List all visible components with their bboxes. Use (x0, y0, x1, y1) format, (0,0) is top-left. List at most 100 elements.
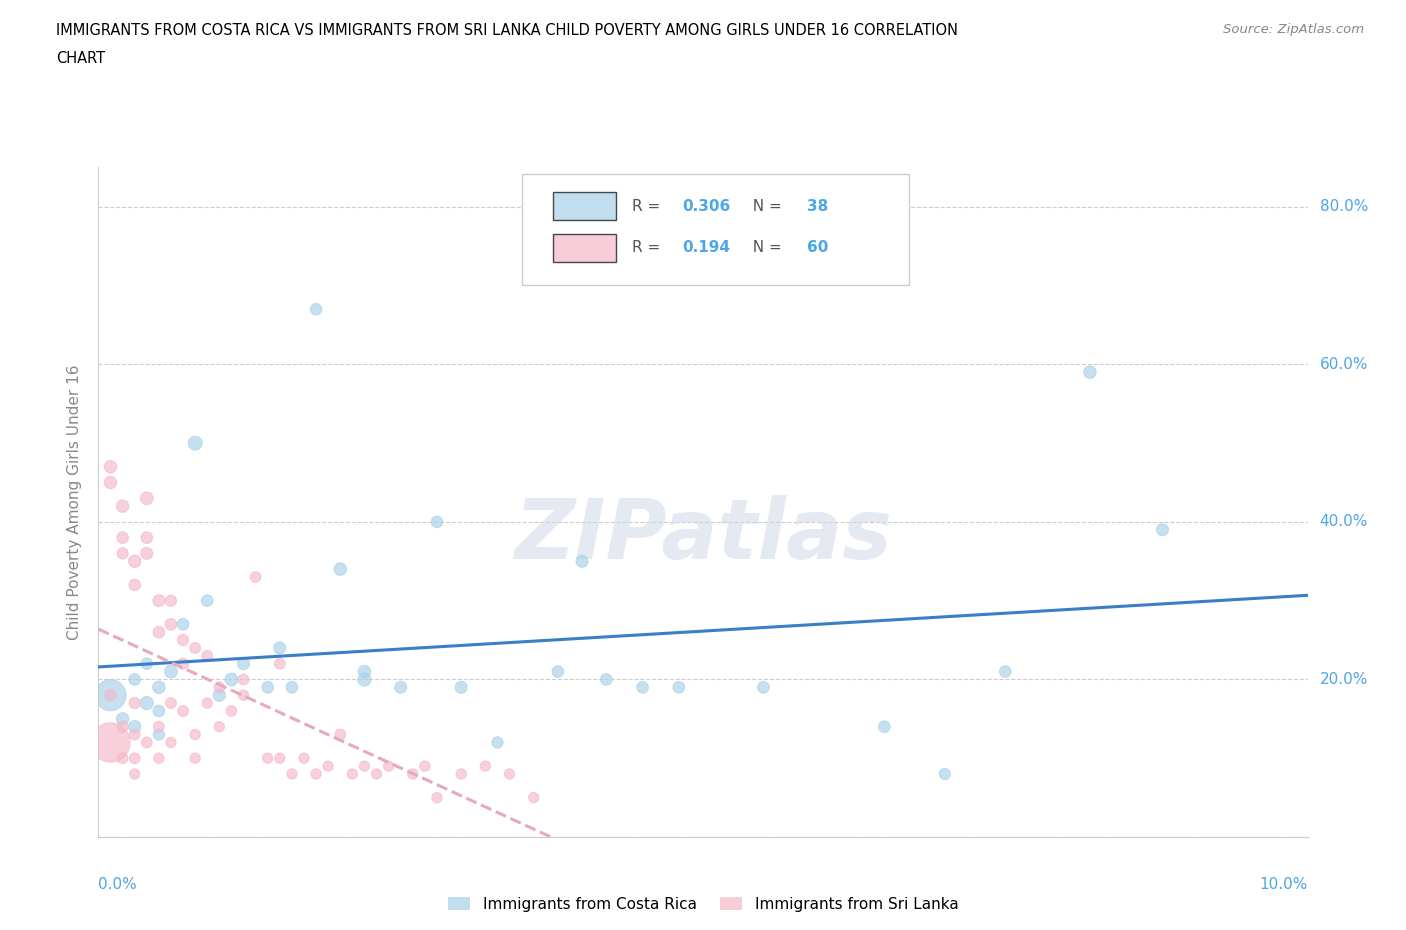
Point (498, 766, 520, 781)
Point (329, 727, 352, 742)
Text: 38: 38 (807, 199, 828, 214)
Point (148, 680, 170, 695)
Point (135, 546, 157, 561)
Point (474, 759, 496, 774)
Point (571, 554, 593, 569)
Point (281, 766, 304, 781)
Point (668, 680, 690, 695)
Point (148, 719, 170, 734)
Point (389, 680, 412, 695)
Text: N =: N = (742, 199, 786, 214)
Point (100, 688, 122, 703)
Text: IMMIGRANTS FROM COSTA RICA VS IMMIGRANTS FROM SRI LANKA CHILD POVERTY AMONG GIRL: IMMIGRANTS FROM COSTA RICA VS IMMIGRANTS… (56, 23, 959, 38)
Point (631, 680, 654, 695)
Point (100, 459, 122, 474)
Point (135, 696, 157, 711)
Point (353, 759, 375, 774)
Point (342, 766, 364, 781)
Text: 0.306: 0.306 (682, 199, 731, 214)
Point (111, 546, 134, 561)
Point (413, 759, 436, 774)
Point (148, 727, 170, 742)
Point (292, 751, 315, 765)
Point (547, 664, 569, 679)
Point (450, 766, 472, 781)
Text: 60.0%: 60.0% (1320, 357, 1368, 372)
Point (148, 625, 170, 640)
Text: 40.0%: 40.0% (1320, 514, 1368, 529)
Point (135, 735, 157, 750)
Point (232, 688, 254, 703)
Point (160, 735, 183, 750)
FancyBboxPatch shape (553, 233, 616, 262)
Point (184, 435, 207, 450)
Text: 60: 60 (807, 240, 828, 255)
Point (111, 530, 134, 545)
Point (305, 301, 328, 316)
Text: N =: N = (742, 240, 786, 255)
Point (184, 641, 207, 656)
Point (1078, 365, 1101, 379)
Point (245, 569, 267, 584)
Point (195, 648, 218, 663)
Point (160, 664, 183, 679)
Legend: Immigrants from Costa Rica, Immigrants from Sri Lanka: Immigrants from Costa Rica, Immigrants f… (441, 890, 965, 918)
Text: 20.0%: 20.0% (1320, 672, 1368, 687)
Point (426, 514, 449, 529)
Point (124, 672, 146, 687)
Point (195, 593, 218, 608)
Text: 0.0%: 0.0% (98, 877, 138, 892)
Point (100, 688, 122, 703)
Point (124, 751, 146, 765)
Point (184, 751, 207, 765)
Point (111, 498, 134, 513)
Point (256, 751, 278, 765)
Point (148, 751, 170, 765)
Point (124, 727, 146, 742)
Point (377, 759, 399, 774)
FancyBboxPatch shape (522, 174, 908, 285)
Point (148, 703, 170, 718)
Point (124, 696, 146, 711)
Point (111, 719, 134, 734)
Point (934, 766, 956, 781)
Point (450, 680, 472, 695)
Point (221, 672, 243, 687)
Point (160, 696, 183, 711)
Point (353, 664, 375, 679)
Point (752, 680, 775, 695)
Point (135, 657, 157, 671)
Point (111, 751, 134, 765)
Point (329, 562, 352, 577)
Text: 10.0%: 10.0% (1260, 877, 1308, 892)
Point (208, 719, 231, 734)
Point (124, 578, 146, 592)
Point (135, 530, 157, 545)
Text: 80.0%: 80.0% (1320, 199, 1368, 214)
Point (124, 719, 146, 734)
Point (402, 766, 425, 781)
Point (486, 735, 509, 750)
Point (172, 617, 194, 631)
Point (100, 475, 122, 490)
Point (124, 766, 146, 781)
Text: R =: R = (631, 199, 665, 214)
Point (208, 680, 231, 695)
Point (184, 727, 207, 742)
Point (148, 593, 170, 608)
Point (305, 766, 328, 781)
Point (426, 790, 449, 805)
Point (111, 711, 134, 726)
Point (269, 751, 291, 765)
Text: Source: ZipAtlas.com: Source: ZipAtlas.com (1223, 23, 1364, 36)
Point (366, 766, 388, 781)
Point (1152, 523, 1174, 538)
Point (195, 696, 218, 711)
Text: 0.194: 0.194 (682, 240, 731, 255)
Point (232, 672, 254, 687)
Point (232, 657, 254, 671)
Point (100, 735, 122, 750)
Point (160, 593, 183, 608)
Text: ZIPatlas: ZIPatlas (515, 495, 891, 577)
Point (269, 657, 291, 671)
